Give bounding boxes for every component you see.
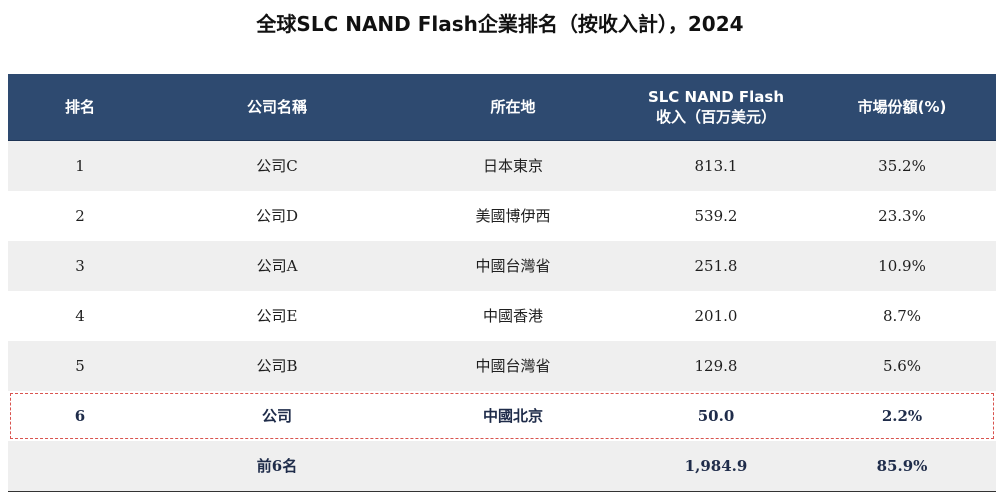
cell-company: 公司E <box>256 307 298 325</box>
header-location: 所在地 <box>490 98 536 116</box>
cell-rank: 1 <box>75 157 85 175</box>
cell-company: 公司C <box>256 157 298 175</box>
header-revenue: SLC NAND Flash 收入（百万美元） <box>624 87 808 127</box>
cell-company: 公司D <box>255 207 299 225</box>
cell-total-label: 前6名 <box>256 457 298 475</box>
table-row: 5 公司B 中國台灣省 129.8 5.6% <box>8 341 996 391</box>
cell-share: 35.2% <box>878 157 926 175</box>
cell-revenue: 251.8 <box>694 257 738 275</box>
cell-share: 8.7% <box>882 307 922 325</box>
cell-revenue: 813.1 <box>694 157 738 175</box>
cell-total-revenue: 1,984.9 <box>684 457 748 475</box>
cell-company: 公司 <box>261 407 292 425</box>
cell-location: 中國香港 <box>482 307 543 325</box>
cell-company: 公司A <box>256 257 298 275</box>
cell-revenue: 129.8 <box>694 357 738 375</box>
cell-share: 23.3% <box>878 207 926 225</box>
header-revenue-line1: SLC NAND Flash <box>647 88 785 106</box>
cell-total-share: 85.9% <box>876 457 928 475</box>
table-row: 4 公司E 中國香港 201.0 8.7% <box>8 291 996 341</box>
highlighted-table-row: 6 公司 中國北京 50.0 2.2% <box>8 391 996 441</box>
cell-revenue: 539.2 <box>694 207 738 225</box>
cell-revenue: 50.0 <box>697 407 735 425</box>
cell-rank: 2 <box>75 207 85 225</box>
cell-revenue: 201.0 <box>694 307 738 325</box>
cell-location: 美國博伊西 <box>475 207 551 225</box>
cell-location: 中國台灣省 <box>475 257 551 275</box>
cell-location: 中國北京 <box>482 407 543 425</box>
cell-share: 2.2% <box>881 407 923 425</box>
cell-location: 日本東京 <box>482 157 543 175</box>
cell-location: 中國台灣省 <box>475 357 551 375</box>
cell-rank: 6 <box>74 407 86 425</box>
header-company: 公司名稱 <box>246 98 307 116</box>
table-row: 3 公司A 中國台灣省 251.8 10.9% <box>8 241 996 291</box>
page-title: 全球SLC NAND Flash企業排名（按收入計），2024 <box>256 12 744 36</box>
table-header-row: 排名 公司名稱 所在地 SLC NAND Flash 收入（百万美元） 市場份額… <box>8 74 996 141</box>
header-revenue-line2: 收入（百万美元） <box>655 108 776 126</box>
cell-rank: 4 <box>75 307 85 325</box>
table-row: 2 公司D 美國博伊西 539.2 23.3% <box>8 191 996 241</box>
cell-share: 5.6% <box>882 357 922 375</box>
header-share: 市場份額(%) <box>857 98 947 116</box>
total-row: 前6名 1,984.9 85.9% <box>8 441 996 492</box>
cell-share: 10.9% <box>878 257 926 275</box>
header-rank: 排名 <box>64 98 95 116</box>
cell-company: 公司B <box>256 357 298 375</box>
cell-rank: 3 <box>75 257 85 275</box>
cell-rank: 5 <box>75 357 85 375</box>
ranking-table: 排名 公司名稱 所在地 SLC NAND Flash 收入（百万美元） 市場份額… <box>8 74 996 492</box>
table-row: 1 公司C 日本東京 813.1 35.2% <box>8 141 996 191</box>
